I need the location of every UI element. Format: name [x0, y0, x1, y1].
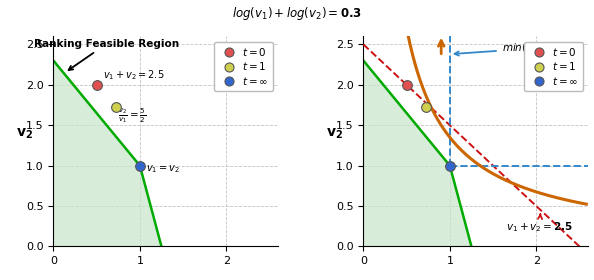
Text: $\mathit{log}(\mathit{v_1}) + \mathit{log}(\mathit{v_2}) = \mathbf{0.3}$: $\mathit{log}(\mathit{v_1}) + \mathit{lo…	[232, 5, 362, 22]
Polygon shape	[53, 61, 162, 246]
Legend: $t = 0$, $t = 1$, $t = \infty$: $t = 0$, $t = 1$, $t = \infty$	[525, 42, 583, 91]
Text: $v_1 + v_2 = 2.5$: $v_1 + v_2 = 2.5$	[103, 68, 164, 82]
Text: $\frac{v_2}{v_1} = \frac{5}{2}$: $\frac{v_2}{v_1} = \frac{5}{2}$	[118, 106, 147, 125]
Legend: $t = 0$, $t = 1$, $t = \infty$: $t = 0$, $t = 1$, $t = \infty$	[214, 42, 273, 91]
Text: $v_1 = v_2$: $v_1 = v_2$	[146, 163, 179, 175]
Text: $\mathit{v_1} + \mathit{v_2} = \mathbf{2.5}$: $\mathit{v_1} + \mathit{v_2} = \mathbf{2…	[506, 214, 573, 234]
Y-axis label: $\mathbf{v_2}$: $\mathbf{v_2}$	[326, 127, 343, 141]
Text: Ranking Feasible Region: Ranking Feasible Region	[34, 39, 179, 70]
Text: $\mathit{min}(\mathit{v_1},\mathit{v_2}) = \mathbf{1}$: $\mathit{min}(\mathit{v_1},\mathit{v_2})…	[454, 41, 578, 56]
Y-axis label: $\mathbf{v_2}$: $\mathbf{v_2}$	[16, 127, 33, 141]
Polygon shape	[364, 61, 472, 246]
